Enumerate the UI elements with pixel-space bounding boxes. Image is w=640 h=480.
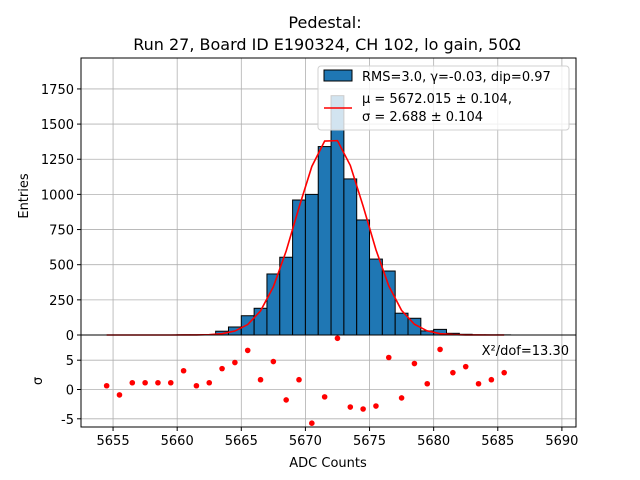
legend-hist-label: RMS=3.0, γ=-0.03, dip=0.97: [362, 70, 551, 85]
residual-point: [309, 420, 315, 426]
chart-title-line1: Pedestal:: [288, 13, 361, 32]
residual-point: [257, 376, 264, 383]
x-axis-label: ADC Counts: [289, 456, 367, 471]
histogram-bar: [394, 312, 409, 336]
legend-fit-label-2: σ = 2.688 ± 0.104: [362, 110, 483, 125]
residual-y-tick-label: 0: [66, 383, 74, 398]
residual-point: [373, 403, 379, 409]
residual-point: [180, 367, 187, 374]
chi2-annotation: X²/dof=13.30: [482, 344, 569, 359]
residual-point: [116, 392, 123, 398]
residual-point: [347, 404, 354, 410]
x-tick-label: 5655: [97, 434, 130, 449]
residual-point: [244, 347, 251, 354]
residual-point: [488, 376, 495, 383]
residual-point: [450, 369, 456, 376]
residual-point: [296, 376, 302, 383]
legend-fit-label-1: μ = 5672.015 ± 0.104,: [362, 92, 512, 107]
residual-point: [437, 346, 443, 353]
residual-point: [334, 335, 341, 342]
residual-point: [206, 379, 213, 386]
residual-point: [232, 359, 238, 366]
x-tick-label: 5660: [161, 434, 194, 449]
legend-hist-swatch: [323, 69, 353, 82]
residual-point: [193, 382, 200, 389]
histogram-bar: [381, 270, 396, 336]
y-tick-label: 250: [49, 294, 74, 309]
y-tick-label: 1250: [41, 153, 74, 168]
residual-y-tick-label: 5: [66, 354, 74, 369]
residual-point: [462, 363, 469, 370]
residual-point: [398, 395, 405, 401]
histogram-bar: [369, 258, 383, 336]
y-tick-label: 1750: [41, 83, 74, 98]
residual-point: [167, 379, 174, 386]
residual-point: [270, 358, 277, 365]
histogram-bar: [343, 178, 358, 336]
residual-point: [155, 379, 161, 386]
residual-point: [129, 379, 136, 386]
y-tick-label: 1000: [41, 188, 74, 203]
histogram-bar: [279, 256, 294, 336]
x-tick-label: 5685: [481, 434, 514, 449]
y-tick-label: 500: [49, 259, 74, 274]
residual-y-axis-label: σ: [31, 377, 46, 385]
residual-y-tick-label: -5: [61, 413, 74, 428]
residual-point: [475, 380, 482, 387]
residual-point: [219, 365, 225, 372]
residual-point: [385, 354, 392, 361]
residual-point: [321, 394, 328, 400]
x-tick-label: 5670: [289, 434, 322, 449]
residual-axes-frame: [80, 334, 577, 428]
residual-point: [142, 379, 148, 386]
residual-point: [283, 397, 289, 403]
histogram-bar: [304, 193, 319, 336]
y-tick-label: 0: [66, 329, 74, 344]
x-tick-label: 5680: [417, 434, 450, 449]
residual-point: [411, 360, 418, 367]
chart-title-line2: Run 27, Board ID E190324, CH 102, lo gai…: [133, 35, 521, 54]
residual-point: [424, 380, 431, 387]
y-tick-label: 750: [49, 224, 74, 239]
x-tick-label: 5675: [353, 434, 386, 449]
histogram-bar: [356, 219, 371, 336]
histogram-bar: [266, 273, 281, 336]
histogram-bar: [317, 146, 332, 336]
histogram-bar: [253, 307, 268, 336]
residual-point: [360, 406, 366, 412]
x-tick-label: 5665: [225, 434, 258, 449]
legend: RMS=3.0, γ=-0.03, dip=0.97 μ = 5672.015 …: [317, 65, 570, 131]
residual-point: [501, 369, 507, 376]
x-tick-label: 5690: [545, 434, 578, 449]
y-axis-label: Entries: [17, 173, 32, 219]
histogram-bar: [330, 95, 345, 336]
residual-point: [103, 382, 110, 389]
y-tick-label: 1500: [41, 118, 74, 133]
